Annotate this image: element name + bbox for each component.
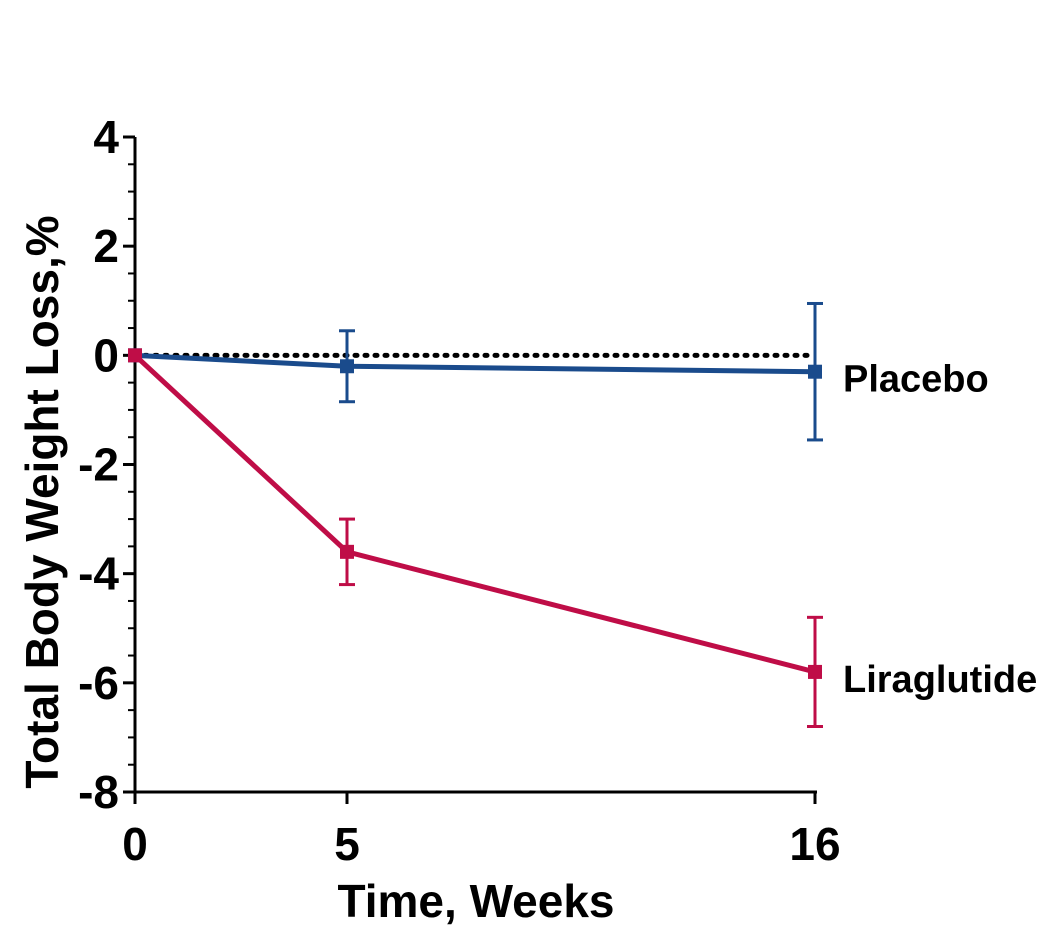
y-tick-label: 4 [93,111,119,163]
placebo-label: Placebo [843,359,989,401]
x-axis-title: Time, Weeks [337,875,614,927]
placebo-series [128,301,823,442]
liraglutide-series [128,348,823,728]
series-layer [128,301,823,728]
y-tick-label: -8 [78,766,119,818]
x-tick-label: 16 [789,818,840,870]
x-tick-label: 5 [334,818,360,870]
liraglutide-point [808,664,822,679]
liraglutide-line [133,353,816,675]
placebo-point [340,359,354,374]
liraglutide-point [128,348,142,363]
x-tick-label: 0 [122,818,148,870]
y-axis-title: Total Body Weight Loss,% [16,215,68,788]
liraglutide-point [340,544,354,559]
axes [123,135,817,804]
y-tick-label: 0 [93,329,119,381]
y-tick-label: -4 [78,548,119,600]
placebo-point [808,364,822,379]
y-tick-label: 2 [93,220,119,272]
y-tick-label: -2 [78,439,119,491]
liraglutide-label: Liraglutide [843,659,1037,701]
y-tick-label: -6 [78,657,119,709]
